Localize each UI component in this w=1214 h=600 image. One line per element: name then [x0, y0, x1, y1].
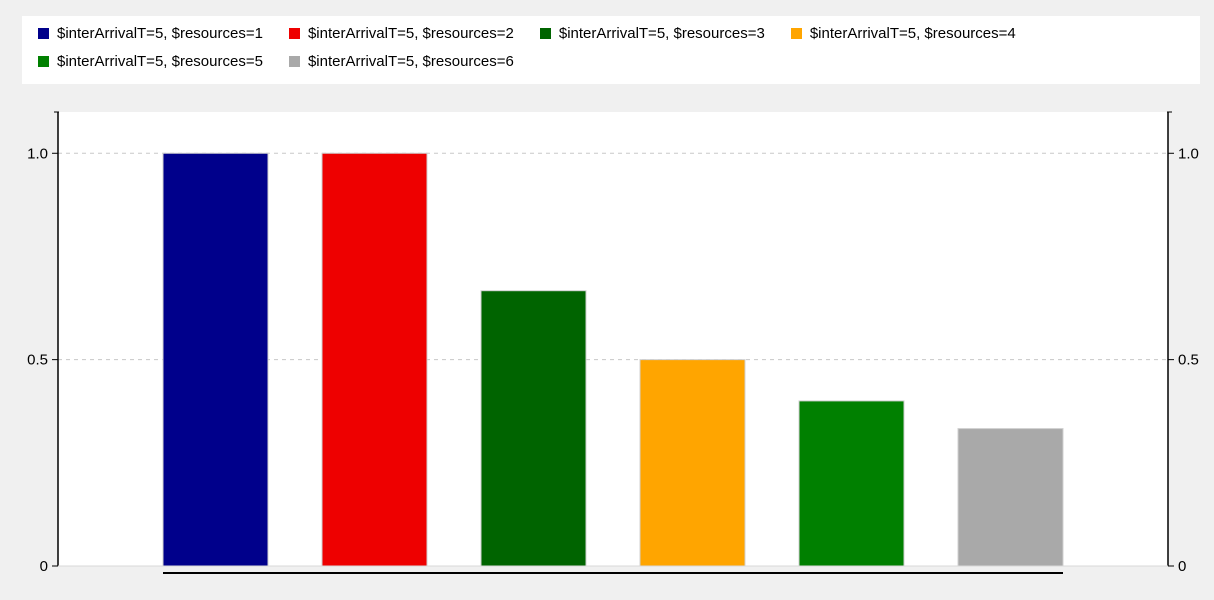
right-tick-label: 1.0 — [1178, 145, 1199, 162]
legend-entry: $interArrivalT=5, $resources=5 — [38, 50, 263, 72]
bar-3 — [480, 290, 587, 567]
right-tick-label: 0.5 — [1178, 352, 1199, 369]
legend-label: $interArrivalT=5, $resources=3 — [558, 24, 765, 42]
legend-label: $interArrivalT=5, $resources=4 — [809, 24, 1016, 42]
legend-entry: $interArrivalT=5, $resources=3 — [539, 22, 765, 44]
legend-entry: $interArrivalT=5, $resources=4 — [790, 22, 1016, 44]
legend-label: $interArrivalT=5, $resources=5 — [57, 52, 263, 70]
right-tick-label: 0 — [1178, 558, 1186, 575]
legend-swatch — [288, 55, 300, 67]
legend-entry: $interArrivalT=5, $resources=2 — [288, 22, 514, 44]
left-tick-label: 0 — [40, 558, 48, 575]
legend-entry: $interArrivalT=5, $resources=1 — [38, 22, 263, 44]
legend-swatch — [288, 27, 300, 39]
legend-label: $interArrivalT=5, $resources=2 — [307, 24, 514, 42]
bar-6 — [957, 428, 1064, 567]
bar-5 — [798, 400, 905, 567]
bar-4 — [639, 359, 746, 567]
legend-swatch — [790, 27, 802, 39]
bar-2 — [321, 152, 428, 567]
legend-swatch — [38, 55, 49, 67]
bar-1 — [162, 152, 269, 567]
legend-swatch — [539, 27, 551, 39]
left-tick-label: 0.5 — [27, 352, 48, 369]
legend-entry: $interArrivalT=5, $resources=6 — [288, 50, 514, 72]
left-tick-label: 1.0 — [27, 145, 48, 162]
legend-label: $interArrivalT=5, $resources=6 — [307, 52, 514, 70]
legend-label: $interArrivalT=5, $resources=1 — [57, 24, 263, 42]
chart-legend: $interArrivalT=5, $resources=1 $interArri… — [22, 16, 1200, 84]
legend-swatch — [38, 27, 49, 39]
